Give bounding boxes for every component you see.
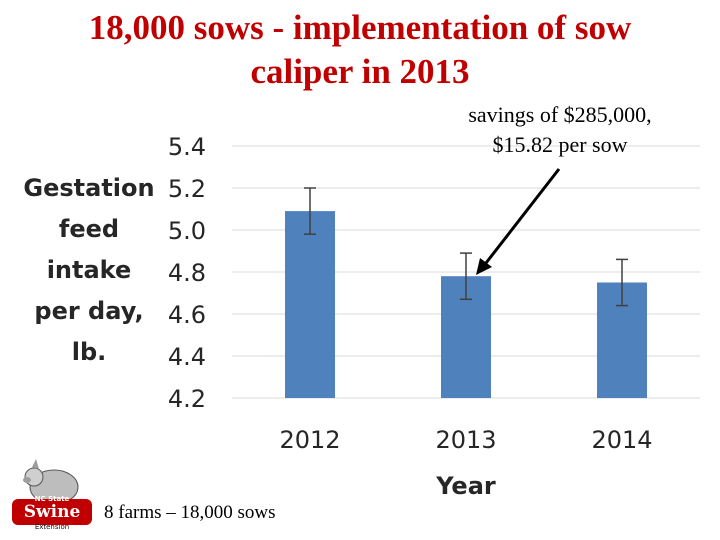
logo-text-top: NC State xyxy=(35,495,70,503)
bar-2012 xyxy=(285,211,335,398)
y-tick-label: 5.2 xyxy=(168,175,206,203)
y-tick-label: 5.4 xyxy=(168,133,206,161)
logo-text-bottom: Extension xyxy=(35,523,69,531)
error-bars xyxy=(304,187,628,307)
x-tick-label: 2013 xyxy=(435,426,496,454)
x-axis-label: Year xyxy=(435,472,496,500)
y-tick-label: 4.4 xyxy=(168,343,206,371)
error-bar-2013 xyxy=(460,252,472,301)
bars xyxy=(285,211,647,398)
y-axis-label-line: intake xyxy=(46,256,132,284)
error-bar-2012 xyxy=(304,187,316,235)
x-tick-labels: 2012 2013 2014 xyxy=(279,426,652,454)
y-tick-label: 4.2 xyxy=(168,385,206,413)
annotation-arrow xyxy=(476,168,561,275)
y-axis-label-line: per day, xyxy=(34,297,144,325)
logo-text-main: Swine xyxy=(24,502,81,522)
y-tick-label: 5.0 xyxy=(168,217,206,245)
y-tick-label: 4.6 xyxy=(168,301,206,329)
y-axis-label-line: feed xyxy=(58,215,120,243)
y-axis-label-line: lb. xyxy=(71,338,107,366)
nc-state-swine-extension-logo: NC State Swine Extension xyxy=(6,455,96,535)
chart-title: 18,000 sows - implementation of sow cali… xyxy=(0,6,720,94)
x-tick-label: 2012 xyxy=(279,426,340,454)
y-axis-label-line: Gestation xyxy=(23,174,155,202)
footer-note: 8 farms – 18,000 sows xyxy=(104,502,276,523)
y-axis-label: Gestation feed intake per day, lb. xyxy=(14,168,164,373)
pig-logo-icon: NC State Swine Extension xyxy=(12,459,92,531)
y-tick-labels: 5.4 5.2 5.0 4.8 4.6 4.4 4.2 xyxy=(168,133,206,413)
title-line-2: caliper in 2013 xyxy=(250,52,470,91)
annotation-line-2: $15.82 per sow xyxy=(492,132,628,157)
annotation-line-1: savings of $285,000, xyxy=(468,102,652,127)
error-bar-2014 xyxy=(616,258,628,307)
y-tick-label: 4.8 xyxy=(168,259,206,287)
savings-annotation: savings of $285,000, $15.82 per sow xyxy=(430,100,690,160)
title-line-1: 18,000 sows - implementation of sow xyxy=(88,8,632,47)
x-tick-label: 2014 xyxy=(591,426,652,454)
